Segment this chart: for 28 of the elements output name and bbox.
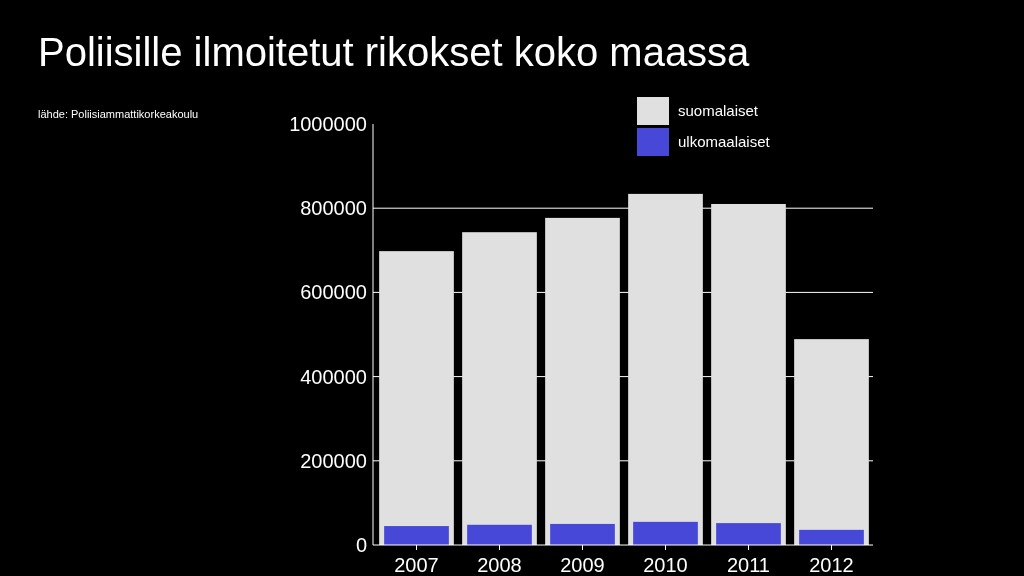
- bar: [628, 193, 703, 545]
- y-tick-label: 400000: [300, 365, 367, 388]
- y-tick-label: 1000000: [289, 113, 367, 135]
- bar: [711, 203, 786, 545]
- bar: [794, 339, 869, 545]
- bar: [633, 521, 698, 545]
- x-tick-label: 2012: [809, 554, 854, 576]
- y-tick-label: 0: [355, 534, 367, 556]
- bar: [384, 526, 449, 545]
- x-tick-label: 2007: [394, 554, 439, 576]
- x-tick-label: 2011: [726, 554, 771, 576]
- y-tick-label: 800000: [300, 197, 367, 220]
- legend-label: suomalaiset: [678, 102, 759, 120]
- chart-title: Poliisille ilmoitetut rikokset koko maassa: [38, 30, 751, 74]
- bar: [467, 524, 532, 545]
- bar: [462, 232, 537, 545]
- text: lähde: Poliisiammattikorkeakoulu: [38, 108, 199, 120]
- bar: [799, 529, 864, 545]
- legend-label: ulkomaalaiset: [678, 133, 771, 151]
- x-tick-label: 2009: [560, 554, 605, 576]
- x-tick-label: 2010: [643, 554, 688, 576]
- x-tick-label: 2008: [477, 554, 522, 576]
- bar: [545, 217, 620, 545]
- bar: [716, 523, 781, 545]
- bar: [379, 251, 454, 545]
- bar: [550, 523, 615, 545]
- y-tick-label: 600000: [300, 281, 367, 304]
- y-tick-label: 200000: [300, 449, 367, 472]
